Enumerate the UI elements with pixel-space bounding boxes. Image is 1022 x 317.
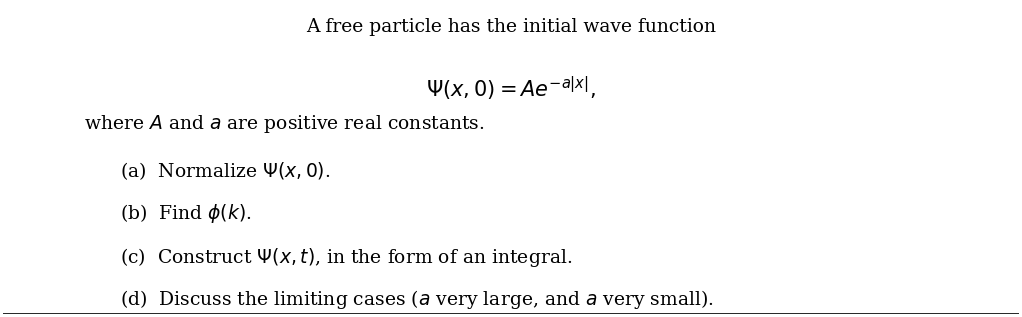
Text: (b)  Find $\phi(k)$.: (b) Find $\phi(k)$. — [120, 203, 251, 225]
Text: (a)  Normalize $\Psi(x, 0)$.: (a) Normalize $\Psi(x, 0)$. — [120, 160, 330, 182]
Text: A free particle has the initial wave function: A free particle has the initial wave fun… — [306, 18, 716, 36]
Text: (d)  Discuss the limiting cases ($a$ very large, and $a$ very small).: (d) Discuss the limiting cases ($a$ very… — [120, 288, 713, 311]
Text: $\Psi(x, 0) = Ae^{-a|x|},$: $\Psi(x, 0) = Ae^{-a|x|},$ — [426, 74, 596, 103]
Text: (c)  Construct $\Psi(x, t)$, in the form of an integral.: (c) Construct $\Psi(x, t)$, in the form … — [120, 246, 572, 269]
Text: where $A$ and $a$ are positive real constants.: where $A$ and $a$ are positive real cons… — [84, 113, 484, 135]
